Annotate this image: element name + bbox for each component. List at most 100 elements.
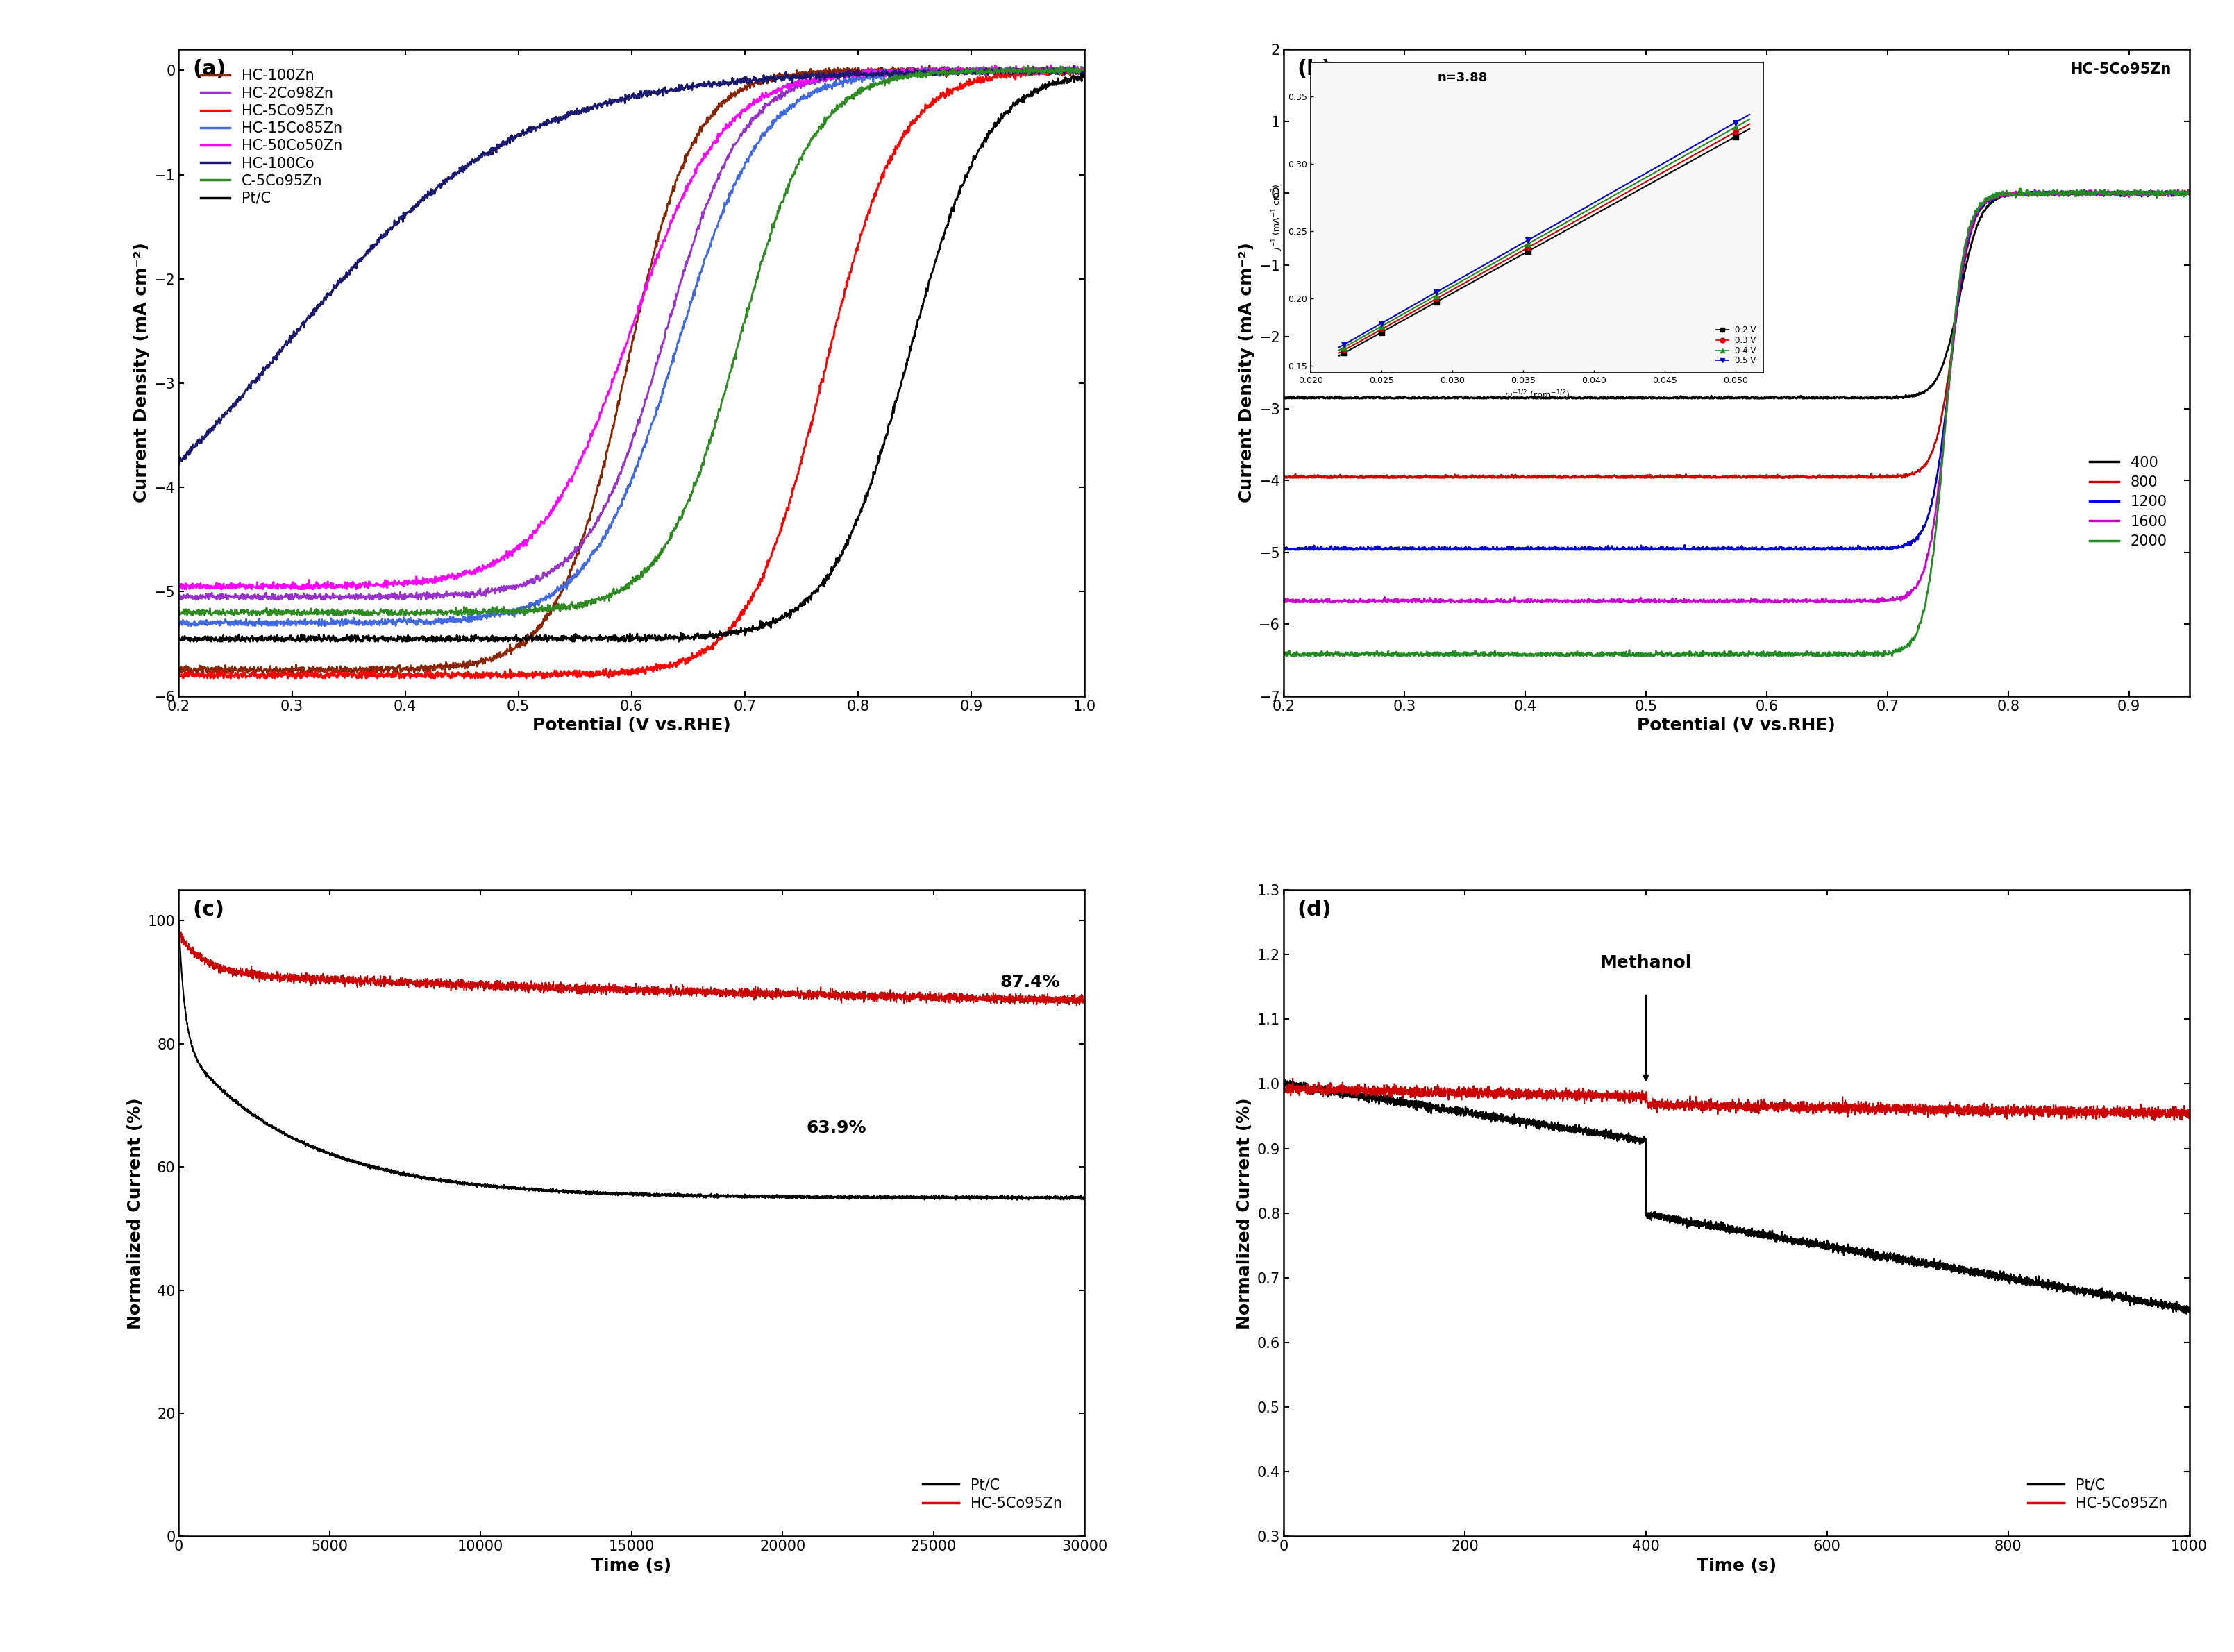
Text: (d): (d) [1298,900,1331,920]
HC-15Co85Zn [165,616,192,636]
HC-50Co50Zn [878,63,905,83]
Line: HC-2Co98Zn: HC-2Co98Zn [179,66,1083,600]
2000 [1687,644,1713,664]
HC-5Co95Zn [2140,1110,2167,1130]
Y-axis label: Normalized Current (%): Normalized Current (%) [127,1097,143,1328]
HC-5Co95Zn [572,975,599,995]
Pt/C [878,405,905,425]
HC-15Co85Zn [1046,59,1072,79]
C-5Co95Zn [605,582,632,601]
Pt/C [212,631,239,651]
1200 [2176,182,2203,202]
Pt/C [1046,73,1072,93]
HC-100Co [212,403,239,423]
HC-5Co95Zn [1070,995,1097,1014]
HC-100Zn [212,656,239,676]
2000 [1984,183,2011,203]
800 [1316,468,1343,487]
HC-5Co95Zn [384,971,411,991]
HC-5Co95Zn [1046,58,1072,78]
2000 [1271,646,1298,666]
1600 [2176,180,2203,200]
2000 [1711,646,1738,666]
1600 [2149,185,2176,205]
HC-100Co [878,64,905,84]
Line: HC-5Co95Zn: HC-5Co95Zn [179,930,1083,1006]
Line: HC-5Co95Zn: HC-5Co95Zn [1285,1079,2189,1120]
X-axis label: Time (s): Time (s) [1696,1558,1776,1574]
Legend: HC-100Zn, HC-2Co98Zn, HC-5Co95Zn, HC-15Co85Zn, HC-50Co50Zn, HC-100Co, C-5Co95Zn,: HC-100Zn, HC-2Co98Zn, HC-5Co95Zn, HC-15C… [194,63,349,211]
Line: HC-100Co: HC-100Co [179,66,1083,464]
Pt/C [176,631,203,651]
Pt/C [380,1163,407,1183]
1200 [2071,180,2098,200]
2000 [2149,183,2176,203]
HC-100Zn [1046,59,1072,79]
X-axis label: Time (s): Time (s) [592,1558,672,1574]
HC-5Co95Zn [507,975,534,995]
HC-50Co50Zn [1037,55,1063,74]
HC-50Co50Zn [172,580,199,600]
Pt/C [1434,1100,1461,1120]
Legend: 400, 800, 1200, 1600, 2000: 400, 800, 1200, 1600, 2000 [2084,449,2174,553]
HC-100Zn [583,486,610,506]
1600 [1316,593,1343,613]
C-5Co95Zn [1046,61,1072,81]
HC-2Co98Zn [165,590,192,610]
HC-5Co95Zn [1280,1069,1307,1089]
HC-50Co50Zn [1046,61,1072,81]
HC-5Co95Zn [1946,1095,1973,1115]
1200 [1271,539,1298,558]
Pt/C [1070,68,1097,88]
HC-100Co [1070,63,1097,83]
Text: Methanol: Methanol [1600,955,1691,971]
C-5Co95Zn [878,71,905,91]
HC-2Co98Zn [605,464,632,484]
1600 [1271,593,1298,613]
Pt/C [605,631,632,651]
Line: Pt/C: Pt/C [179,920,1083,1199]
Pt/C [1617,1132,1644,1151]
800 [1271,468,1298,487]
HC-5Co95Zn [1063,58,1090,78]
HC-15Co85Zn [165,613,192,633]
Pt/C [1859,1246,1885,1265]
HC-15Co85Zn [1063,56,1090,76]
HC-100Zn [605,390,632,410]
Pt/C [1814,1234,1841,1254]
HC-5Co95Zn [212,662,239,682]
HC-100Zn [916,56,943,76]
800 [1711,468,1738,487]
HC-100Zn [1046,61,1072,81]
HC-100Zn [878,63,905,83]
Pt/C [1070,1188,1097,1208]
HC-5Co95Zn [605,664,632,684]
HC-5Co95Zn [1814,1095,1841,1115]
HC-5Co95Zn [1859,1100,1885,1120]
800 [2149,183,2176,203]
HC-100Co [605,89,632,109]
Pt/C [2015,1269,2042,1289]
HC-100Co [1046,61,1072,81]
HC-5Co95Zn [197,669,223,689]
Pt/C [165,628,192,648]
Text: (c): (c) [192,900,223,920]
400 [1271,388,1298,408]
HC-100Co [581,96,608,116]
HC-50Co50Zn [212,577,239,596]
C-5Co95Zn [212,605,239,624]
Pt/C [507,1180,534,1199]
1600 [1984,185,2011,205]
Line: Pt/C: Pt/C [179,74,1083,641]
HC-2Co98Zn [878,64,905,84]
Pt/C [2174,1303,2200,1323]
800 [2171,180,2198,200]
Line: HC-15Co85Zn: HC-15Co85Zn [179,66,1083,626]
800 [1687,468,1713,487]
Line: C-5Co95Zn: C-5Co95Zn [179,66,1083,615]
400 [2176,183,2203,203]
C-5Co95Zn [165,605,192,624]
1200 [1687,540,1713,560]
HC-15Co85Zn [1070,59,1097,79]
1600 [2149,185,2176,205]
